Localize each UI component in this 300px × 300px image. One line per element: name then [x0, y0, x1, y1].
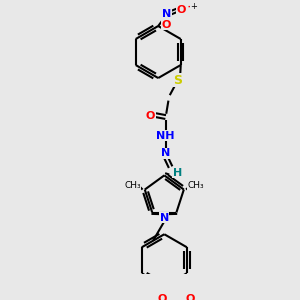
Text: O: O: [186, 294, 195, 300]
Text: N: N: [160, 213, 169, 223]
Text: O: O: [162, 20, 171, 30]
Text: O: O: [177, 4, 186, 15]
Text: N: N: [162, 9, 171, 19]
Text: NH: NH: [156, 131, 175, 141]
Text: -: -: [188, 2, 192, 12]
Text: H: H: [173, 168, 182, 178]
Text: O: O: [146, 111, 155, 121]
Text: O: O: [157, 294, 167, 300]
Text: CH₃: CH₃: [124, 181, 141, 190]
Text: CH₃: CH₃: [188, 181, 205, 190]
Text: +: +: [190, 2, 197, 11]
Text: S: S: [173, 74, 182, 87]
Text: N: N: [161, 148, 170, 158]
